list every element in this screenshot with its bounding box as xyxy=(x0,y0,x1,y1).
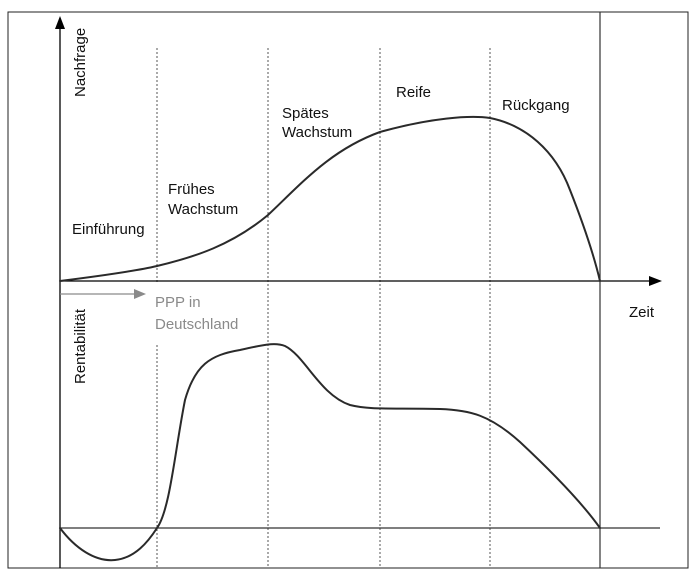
diagram-frame xyxy=(7,11,689,569)
phase-early-growth-label-line2: Wachstum xyxy=(168,201,238,218)
time-axis-label: Zeit xyxy=(629,304,655,321)
phase-late-growth-label-line1: Spätes xyxy=(282,105,329,122)
ppp-label-line2: Deutschland xyxy=(155,316,238,333)
phase-decline-label: Rückgang xyxy=(502,97,570,114)
phase-late-growth-label-line2: Wachstum xyxy=(282,124,352,141)
ppp-label-line1: PPP in xyxy=(155,294,201,311)
phase-early-growth-label-line1: Frühes xyxy=(168,181,215,198)
profitability-curve xyxy=(59,343,601,562)
phase-introduction-label: Einführung xyxy=(72,221,145,238)
demand-axis-label: Nachfrage xyxy=(72,28,89,97)
phase-maturity-label: Reife xyxy=(396,84,431,101)
profitability-axis-label: Rentabilität xyxy=(72,308,89,384)
x-axis-arrow xyxy=(649,276,662,286)
ppp-arrow-head xyxy=(134,289,146,299)
y-axis-arrow xyxy=(55,16,65,29)
demand-curve xyxy=(59,115,601,282)
